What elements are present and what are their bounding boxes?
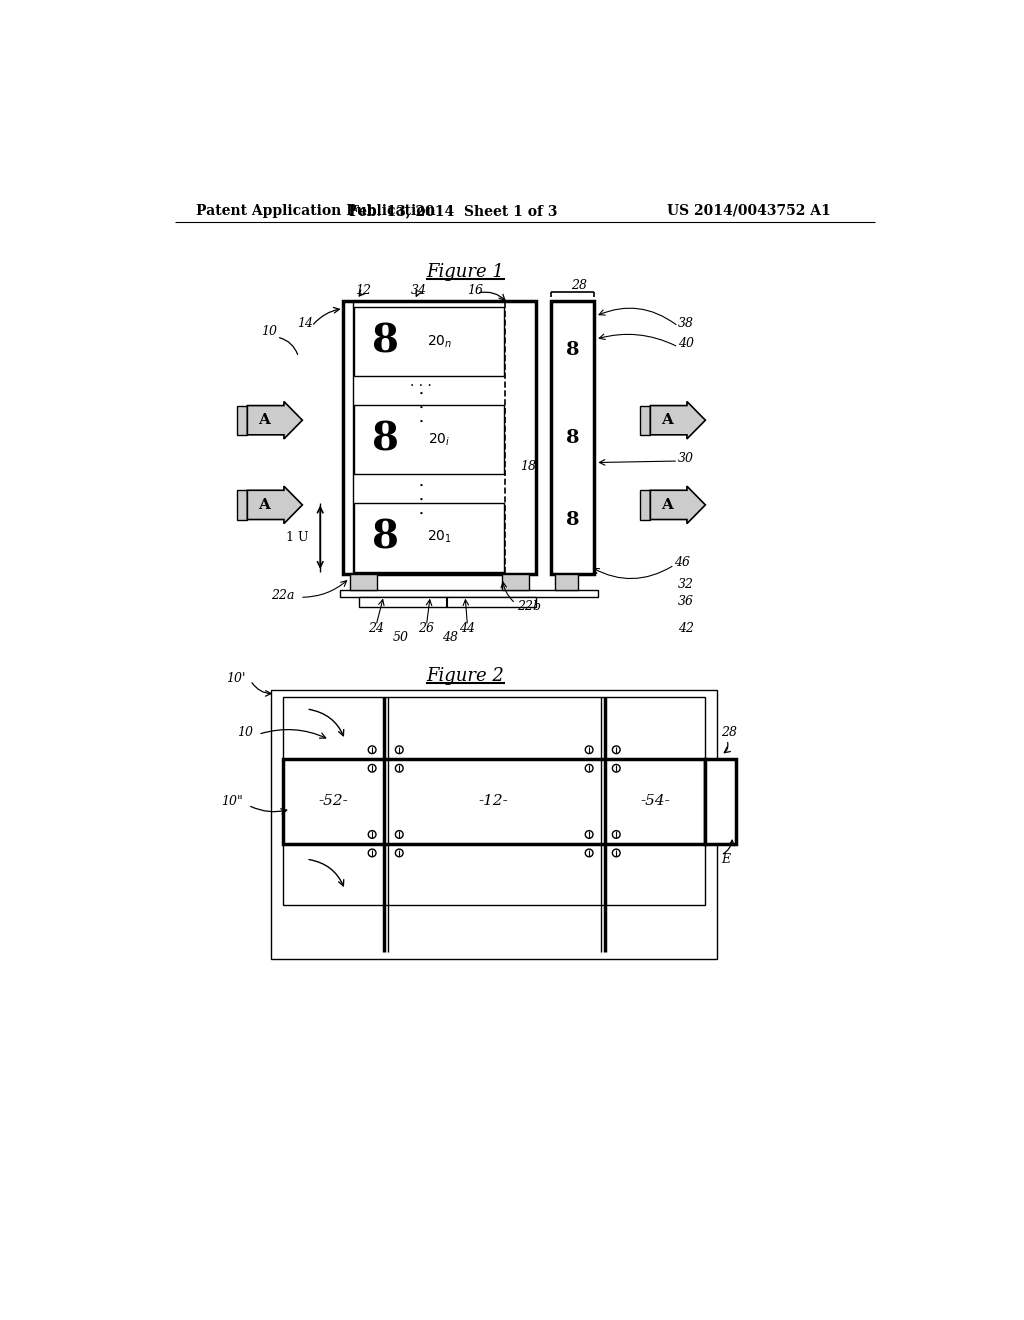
- Text: 22b: 22b: [517, 601, 541, 612]
- Text: 24: 24: [368, 622, 384, 635]
- Text: 34: 34: [411, 284, 427, 297]
- Bar: [503, 574, 529, 590]
- Circle shape: [586, 830, 593, 838]
- Polygon shape: [248, 486, 302, 524]
- Text: 8: 8: [372, 322, 398, 360]
- Text: Figure 2: Figure 2: [426, 667, 504, 685]
- Text: $20_i$: $20_i$: [428, 432, 451, 447]
- Circle shape: [586, 764, 593, 772]
- Text: 10': 10': [226, 672, 246, 685]
- Text: US 2014/0043752 A1: US 2014/0043752 A1: [667, 203, 830, 218]
- Bar: [349, 574, 377, 590]
- Text: 42: 42: [678, 622, 694, 635]
- Text: -12-: -12-: [479, 795, 509, 808]
- Text: 44: 44: [460, 622, 475, 635]
- Circle shape: [395, 849, 403, 857]
- Polygon shape: [650, 486, 706, 524]
- Text: 16: 16: [467, 284, 483, 297]
- Text: · · ·: · · ·: [410, 379, 432, 392]
- Text: A: A: [660, 498, 673, 512]
- Bar: [359, 597, 536, 607]
- Text: 8: 8: [372, 421, 398, 458]
- Text: Feb. 13, 2014  Sheet 1 of 3: Feb. 13, 2014 Sheet 1 of 3: [349, 203, 558, 218]
- Text: 28: 28: [571, 279, 587, 292]
- Text: 10: 10: [261, 325, 278, 338]
- Text: E: E: [721, 853, 730, 866]
- Text: 48: 48: [441, 631, 458, 644]
- Text: -54-: -54-: [640, 795, 670, 808]
- Circle shape: [612, 746, 621, 754]
- Text: Patent Application Publication: Patent Application Publication: [197, 203, 436, 218]
- Text: 8: 8: [566, 429, 580, 446]
- Text: 14: 14: [297, 317, 312, 330]
- Text: •
•
•: • • •: [419, 482, 423, 517]
- Bar: [354, 503, 504, 572]
- Text: 28: 28: [721, 726, 737, 739]
- Text: 38: 38: [678, 317, 694, 330]
- Text: A: A: [258, 413, 269, 428]
- Bar: [283, 759, 706, 843]
- Circle shape: [612, 764, 621, 772]
- Text: 50: 50: [393, 631, 409, 644]
- Circle shape: [395, 746, 403, 754]
- Text: 8: 8: [566, 341, 580, 359]
- Bar: [237, 405, 248, 434]
- Text: A: A: [660, 413, 673, 428]
- Bar: [640, 490, 650, 520]
- Bar: [354, 405, 504, 474]
- Text: 30: 30: [678, 453, 694, 465]
- Bar: [555, 574, 579, 590]
- Text: Figure 1: Figure 1: [426, 264, 504, 281]
- Text: -52-: -52-: [318, 795, 348, 808]
- Circle shape: [395, 830, 403, 838]
- Text: 40: 40: [678, 337, 694, 350]
- Bar: [283, 843, 706, 906]
- Text: 26: 26: [419, 622, 434, 635]
- Circle shape: [612, 849, 621, 857]
- Text: 10": 10": [221, 795, 243, 808]
- Circle shape: [586, 849, 593, 857]
- Text: 18: 18: [520, 459, 536, 473]
- Text: 22a: 22a: [271, 589, 295, 602]
- Text: 12: 12: [355, 284, 371, 297]
- Circle shape: [369, 764, 376, 772]
- Text: A: A: [258, 498, 269, 512]
- Text: 32: 32: [678, 578, 694, 591]
- Polygon shape: [650, 401, 706, 440]
- Circle shape: [586, 746, 593, 754]
- Bar: [706, 759, 736, 843]
- Text: •
•
•: • • •: [419, 389, 423, 425]
- Circle shape: [395, 764, 403, 772]
- Text: $20_n$: $20_n$: [427, 334, 453, 350]
- Bar: [340, 590, 598, 597]
- Text: 46: 46: [675, 556, 690, 569]
- Bar: [237, 490, 248, 520]
- Bar: [551, 301, 594, 574]
- Text: 10: 10: [238, 726, 254, 739]
- Polygon shape: [248, 401, 302, 440]
- Circle shape: [369, 746, 376, 754]
- Circle shape: [369, 830, 376, 838]
- Circle shape: [612, 830, 621, 838]
- Text: 8: 8: [566, 511, 580, 528]
- Bar: [354, 308, 504, 376]
- Circle shape: [369, 849, 376, 857]
- Text: 1 U: 1 U: [286, 531, 308, 544]
- Text: 8: 8: [372, 519, 398, 556]
- Text: $20_1$: $20_1$: [427, 529, 452, 545]
- Bar: [640, 405, 650, 434]
- Bar: [283, 697, 706, 759]
- Bar: [343, 301, 536, 574]
- Text: 36: 36: [678, 594, 694, 607]
- Bar: [271, 689, 717, 960]
